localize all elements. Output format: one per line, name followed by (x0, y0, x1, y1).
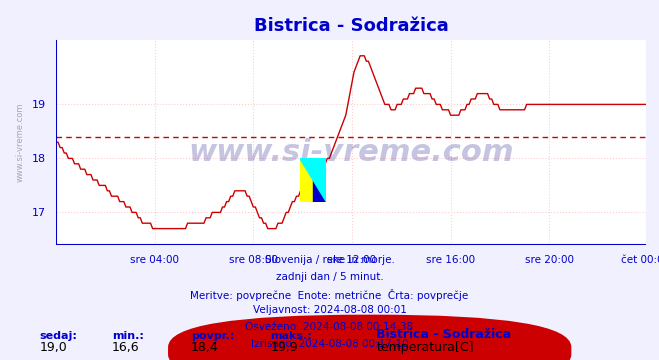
Text: www.si-vreme.com: www.si-vreme.com (188, 138, 514, 167)
Text: 19,9: 19,9 (270, 341, 298, 354)
Text: povpr.:: povpr.: (191, 330, 235, 341)
Text: 18,4: 18,4 (191, 341, 219, 354)
Text: maks.:: maks.: (270, 330, 312, 341)
Text: Slovenija / reke in morje.: Slovenija / reke in morje. (264, 255, 395, 265)
Text: Bistrica - Sodražica: Bistrica - Sodražica (376, 328, 511, 341)
Text: www.si-vreme.com: www.si-vreme.com (16, 103, 25, 182)
Text: 19,0: 19,0 (40, 341, 67, 354)
Text: Meritve: povprečne  Enote: metrične  Črta: povprečje: Meritve: povprečne Enote: metrične Črta:… (190, 289, 469, 301)
Text: min.:: min.: (112, 330, 144, 341)
Polygon shape (313, 158, 326, 202)
Text: sedaj:: sedaj: (40, 330, 77, 341)
FancyBboxPatch shape (168, 315, 571, 360)
Polygon shape (300, 158, 313, 202)
Text: Veljavnost: 2024-08-08 00:01: Veljavnost: 2024-08-08 00:01 (252, 305, 407, 315)
Text: 16,6: 16,6 (112, 341, 140, 354)
Text: Osveženo: 2024-08-08 00:14:38: Osveženo: 2024-08-08 00:14:38 (245, 322, 414, 332)
Title: Bistrica - Sodražica: Bistrica - Sodražica (254, 17, 448, 35)
Text: Izrisano: 2024-08-08 00:17:10: Izrisano: 2024-08-08 00:17:10 (250, 339, 409, 349)
Text: zadnji dan / 5 minut.: zadnji dan / 5 minut. (275, 272, 384, 282)
Polygon shape (300, 158, 326, 202)
Text: temperatura[C]: temperatura[C] (377, 341, 474, 354)
